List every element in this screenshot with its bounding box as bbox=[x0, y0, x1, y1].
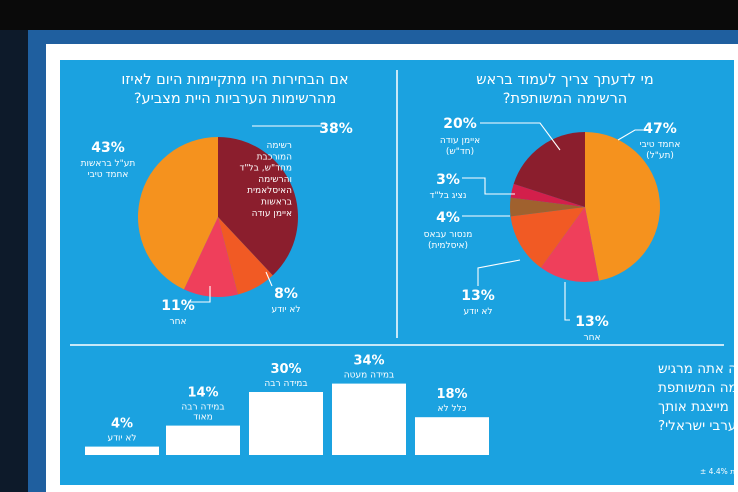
pie-right-leader bbox=[462, 177, 515, 195]
pie-right-value-label: 20% bbox=[443, 116, 477, 132]
pie-right-slice-label: (איסלמית) bbox=[428, 241, 468, 251]
pie-left-slice-label: המורכבת bbox=[257, 152, 293, 162]
pie-left-slice-label: תע"ל בראשות bbox=[81, 159, 136, 169]
pieleft-slice-1 bbox=[218, 217, 273, 295]
bar-4 bbox=[415, 417, 489, 455]
pie-left-slice-label: לא יודע bbox=[271, 305, 300, 315]
pie-right-value-label: 47% bbox=[643, 121, 677, 137]
pie-left-slice-label: אחמד טיבי bbox=[88, 170, 129, 180]
bar-1 bbox=[166, 425, 240, 455]
bar-category-label-3: במידה מעטה bbox=[344, 371, 394, 381]
pieleft-slice-3 bbox=[137, 137, 218, 290]
bar-category-label-0: לא יודע bbox=[107, 434, 136, 444]
pieleft-slice-0 bbox=[218, 137, 298, 276]
bar-value-label-2: 30% bbox=[270, 362, 301, 377]
pie-left-leader bbox=[188, 286, 211, 303]
pie-left-value-label: 8% bbox=[274, 286, 298, 302]
bar-3 bbox=[332, 383, 406, 455]
top-black-bar bbox=[0, 0, 738, 30]
pie-right-slice-label: (חד"ש) bbox=[446, 147, 474, 157]
pie-left-slice-label: מחד"ש, בל"ד bbox=[239, 164, 292, 174]
pie-right-value-label: 13% bbox=[575, 314, 609, 330]
infographic-panel: * הסקר נערך בקרב 502 מרואיינים במדגם מיי… bbox=[60, 60, 738, 485]
bar-chart-title: מייצגת אותך bbox=[658, 399, 729, 415]
pie-right-slice-label: לא יודע bbox=[463, 307, 492, 317]
pie-right-title: מי לדעתך צריך לעמוד בראש bbox=[476, 72, 653, 88]
pieright-slice-3 bbox=[509, 197, 585, 217]
bar-value-label-3: 34% bbox=[353, 354, 384, 369]
pie-left-title: מהרשימות הערביות היית מצביע? bbox=[134, 91, 336, 107]
pie-right-leader bbox=[564, 282, 570, 321]
bar-category-label-1: מאוד bbox=[193, 413, 213, 423]
bar-chart-title: כערבי ישראלי? bbox=[658, 418, 734, 434]
pie-right-leader bbox=[477, 259, 521, 286]
pie-left-value-label: 43% bbox=[91, 140, 125, 156]
pie-right-slice-label: (תע"ל) bbox=[646, 151, 674, 161]
pieright-slice-1 bbox=[540, 207, 600, 282]
infographic-svg: * הסקר נערך בקרב 502 מרואיינים במדגם מיי… bbox=[70, 70, 738, 476]
pie-right-slice-label: נציג בל"ד bbox=[430, 191, 467, 201]
pie-right-leader bbox=[480, 122, 561, 151]
pie-left-title: אם הבחירות היו מתקיימות היום לאיזו bbox=[121, 72, 348, 88]
pie-left-slice-label: והרשימה bbox=[258, 175, 292, 185]
pie-left-slice-label: האיסלאמית bbox=[247, 186, 292, 196]
pieleft-slice-2 bbox=[183, 217, 238, 298]
pie-left-slice-label: איימן עודה bbox=[252, 209, 292, 219]
bar-category-label-4: כלל לא bbox=[438, 404, 467, 414]
pie-right-slice-label: אחמד טיבי bbox=[640, 140, 681, 150]
pie-right-value-label: 13% bbox=[461, 288, 495, 304]
bar-0 bbox=[85, 446, 159, 455]
pie-left-slice-label: רשימה bbox=[267, 141, 292, 151]
pieright-slice-4 bbox=[510, 183, 585, 207]
pieright-slice-2 bbox=[510, 207, 585, 268]
pie-right-slice-label: איימן עודה bbox=[440, 136, 480, 146]
pie-left-leader bbox=[265, 271, 273, 287]
bar-value-label-4: 18% bbox=[436, 387, 467, 402]
pie-left-value-label: 38% bbox=[319, 121, 353, 137]
pie-left-slice-label: אחר bbox=[170, 317, 187, 327]
pie-left-slice-label: בראשות bbox=[261, 198, 292, 208]
pie-right-slice-label: מנסור עבאס bbox=[424, 230, 473, 240]
pie-right-value-label: 4% bbox=[436, 210, 460, 226]
pie-right-slice-label: אחר bbox=[584, 333, 601, 343]
footnote: * הסקר נערך בקרב 502 מרואיינים במדגם מיי… bbox=[700, 467, 734, 476]
pie-right-title: הרשימה המשותפת? bbox=[503, 91, 627, 107]
bar-value-label-0: 4% bbox=[111, 417, 133, 432]
bar-category-label-2: במידה רבה bbox=[264, 379, 307, 389]
pie-right-value-label: 3% bbox=[436, 172, 460, 188]
bar-category-label-1: במידה רבה bbox=[181, 403, 224, 413]
bar-chart-title: באיזו מידה אתה מרגיש bbox=[658, 361, 734, 377]
bar-value-label-1: 14% bbox=[187, 386, 218, 401]
pieright-slice-5 bbox=[513, 132, 585, 207]
pie-right-leader bbox=[617, 129, 645, 141]
pie-left-value-label: 11% bbox=[161, 298, 195, 314]
pieright-slice-0 bbox=[585, 132, 660, 281]
bar-2 bbox=[249, 392, 323, 455]
